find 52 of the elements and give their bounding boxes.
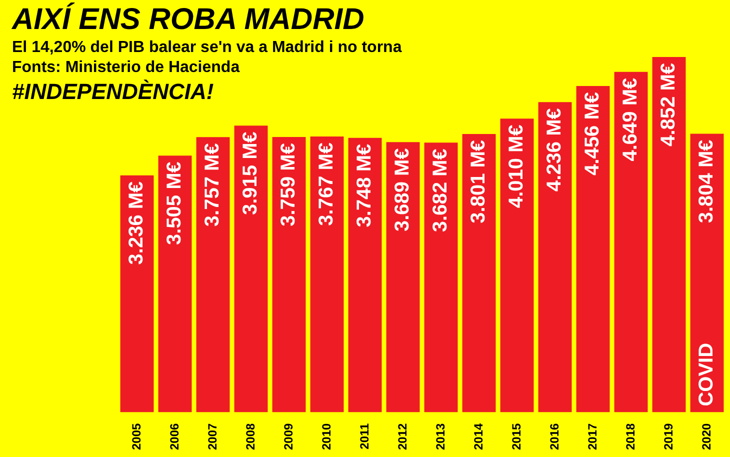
x-tick-label: 2018 (623, 422, 638, 450)
bar (348, 138, 382, 412)
x-tick-label: 2014 (471, 422, 486, 450)
bar (500, 118, 534, 412)
data-label: 4.010 M€ (506, 124, 528, 208)
data-label: 3.505 M€ (164, 162, 186, 246)
bar (120, 175, 154, 412)
data-label: 3.915 M€ (240, 132, 262, 216)
data-label: 4.649 M€ (620, 78, 642, 162)
data-label: 3.236 M€ (126, 181, 148, 265)
x-tick-label: 2019 (661, 422, 676, 450)
bar (234, 126, 268, 412)
x-tick-label: 2016 (547, 422, 562, 450)
x-tick-label: 2017 (585, 422, 600, 450)
x-tick-label: 2015 (509, 422, 524, 450)
bar (538, 102, 572, 412)
x-tick-label: 2009 (281, 422, 296, 450)
bar (462, 134, 496, 412)
data-label: 3.767 M€ (316, 142, 338, 226)
x-tick-label: 2007 (205, 422, 220, 450)
data-label: 3.748 M€ (354, 144, 376, 228)
annotation: COVID (696, 342, 718, 406)
bar (386, 142, 420, 412)
bar (272, 137, 306, 412)
data-label: 4.852 M€ (658, 63, 680, 146)
chart-subtitle: El 14,20% del PIB balear se'n va a Madrid i no torna (12, 38, 402, 58)
bar (614, 72, 648, 412)
chart-title: AIXÍ ENS ROBA MADRID (12, 2, 366, 38)
data-label: 3.689 M€ (392, 148, 414, 232)
annotation: Fonts: Ministerio de Hacienda (12, 58, 241, 78)
x-tick-label: 2005 (129, 422, 144, 450)
bar (424, 142, 458, 412)
bar (196, 137, 230, 412)
data-label: 3.804 M€ (696, 140, 718, 224)
x-tick-label: 2008 (243, 422, 258, 450)
x-tick-label: 2006 (167, 422, 182, 450)
x-tick-label: 2011 (357, 422, 372, 450)
x-tick-label: 2013 (433, 422, 448, 450)
bar (310, 136, 344, 412)
data-label: 3.757 M€ (202, 143, 224, 227)
data-label: 3.682 M€ (430, 148, 452, 232)
x-tick-label: 2020 (699, 422, 714, 450)
data-label: 4.456 M€ (582, 92, 604, 176)
data-label: 3.759 M€ (278, 143, 300, 226)
annotation: #INDEPENDÈNCIA! (12, 78, 215, 106)
x-tick-label: 2010 (319, 422, 334, 450)
bar (158, 156, 192, 412)
data-label: 3.801 M€ (468, 140, 490, 224)
data-label: 4.236 M€ (544, 108, 566, 192)
bar (576, 86, 610, 412)
x-tick-label: 2012 (395, 422, 410, 450)
bar (652, 57, 686, 412)
